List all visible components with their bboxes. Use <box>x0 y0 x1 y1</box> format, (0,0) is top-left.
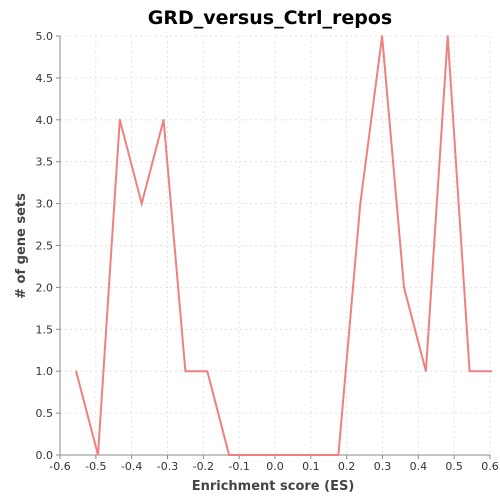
data-series <box>75 35 493 456</box>
y-tick-label: 4.5 <box>36 72 54 85</box>
x-tick-label: 0.3 <box>374 460 392 473</box>
data-point <box>446 35 449 37</box>
data-point <box>140 202 143 205</box>
y-tick-label: 3.0 <box>36 198 54 211</box>
data-point <box>468 370 471 373</box>
y-axis-label: # of gene sets <box>14 193 29 299</box>
axes: -0.6 -0.5 -0.4 -0.3 -0.2 -0.1 0.0 0.1 0.2 0.3 0.4 0… <box>36 30 499 473</box>
chart-title: GRD_versus_Ctrl_repos <box>148 7 392 29</box>
data-point <box>424 370 427 373</box>
x-axis-label: Enrichment score (ES) <box>192 479 355 494</box>
y-tick-label: 0.0 <box>36 449 54 462</box>
x-tick-label: -0.4 <box>121 460 142 473</box>
data-point <box>228 454 231 456</box>
x-tick-label: 0.4 <box>410 460 428 473</box>
x-tick-label: -0.3 <box>157 460 178 473</box>
x-tick-label: 0.1 <box>302 460 320 473</box>
data-point <box>184 370 187 373</box>
data-point <box>118 118 121 121</box>
data-point <box>293 454 296 456</box>
data-point <box>359 202 362 205</box>
data-point <box>315 454 318 456</box>
y-tick-label: 0.5 <box>36 407 54 420</box>
y-tick-label: 5.0 <box>36 30 54 43</box>
y-tick-label: 1.5 <box>36 323 54 336</box>
y-tick-label: 3.5 <box>36 156 54 169</box>
x-tick-label: 0.0 <box>266 460 284 473</box>
data-point <box>403 286 405 289</box>
x-tick-label: -0.2 <box>193 460 214 473</box>
data-point <box>381 35 384 37</box>
x-tick-label: -0.6 <box>49 460 70 473</box>
data-point <box>250 454 252 456</box>
x-tick-label: 0.5 <box>445 460 463 473</box>
data-point <box>97 454 99 456</box>
y-tick-label: 1.0 <box>36 365 54 378</box>
x-tick-label: 0.6 <box>481 460 499 473</box>
x-tick-label: 0.2 <box>338 460 356 473</box>
data-point <box>206 370 209 373</box>
data-point <box>75 370 78 373</box>
y-tick-label: 4.0 <box>36 114 54 127</box>
y-tick-label: 2.5 <box>36 240 54 253</box>
data-point <box>337 454 340 456</box>
data-point <box>490 370 493 373</box>
data-point <box>271 454 274 456</box>
y-tick-label: 2.0 <box>36 281 54 294</box>
data-point <box>162 118 165 121</box>
series-line <box>75 35 492 456</box>
x-tick-label: -0.5 <box>85 460 106 473</box>
x-tick-label: -0.1 <box>228 460 249 473</box>
